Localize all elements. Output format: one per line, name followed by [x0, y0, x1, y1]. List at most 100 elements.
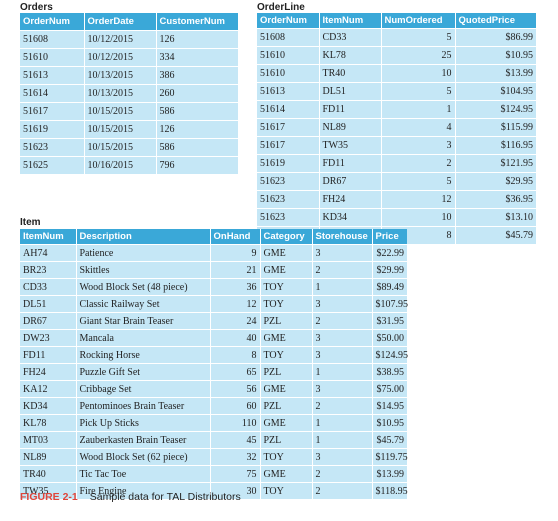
orderline-cell: $121.95 — [455, 154, 536, 173]
item-cell: Wood Block Set (62 piece) — [76, 448, 211, 466]
orders-cell: 10/13/2015 — [84, 84, 157, 103]
orderline-title: OrderLine — [257, 2, 305, 13]
item-cell: $13.99 — [372, 465, 407, 483]
orderline-cell: $29.95 — [455, 172, 536, 191]
table-row: 51619 10/15/2015 126 — [20, 120, 238, 139]
item-column-header: Description — [76, 229, 211, 245]
orders-cell: 51617 — [20, 102, 85, 121]
item-cell: GME — [260, 465, 313, 483]
item-body: AH74 Patience 9 GME 3 $22.99 BR23 Skittles 21 GME… — [20, 244, 408, 499]
table-row: 51623 10/15/2015 586 — [20, 138, 238, 157]
item-cell: TR40 — [20, 465, 77, 483]
table-row: 51614 10/13/2015 260 — [20, 84, 238, 103]
item-cell: $118.95 — [372, 482, 408, 499]
item-cell: 2 — [312, 397, 373, 415]
item-cell: 1 — [312, 363, 373, 381]
orders-body: 51608 10/12/2015 126 51610 10/12/2015 334 5161… — [20, 30, 238, 174]
item-cell: 8 — [210, 346, 261, 364]
orderline-cell: 51610 — [257, 64, 320, 83]
orderline-cell: 12 — [381, 190, 456, 209]
item-cell: 40 — [210, 329, 261, 347]
item-cell: 1 — [312, 414, 373, 432]
table-row: 51613 10/13/2015 386 — [20, 66, 238, 85]
item-title: Item — [20, 217, 41, 228]
item-cell: Rocking Horse — [76, 346, 211, 364]
orderline-cell: TW35 — [319, 136, 382, 155]
figure-number: FIGURE 2-1 — [20, 491, 78, 503]
item-cell: 24 — [210, 312, 261, 330]
table-row: 51613 DL51 5 $104.95 — [257, 82, 536, 101]
orderline-cell: FD11 — [319, 100, 382, 119]
orderline-cell: $45.79 — [455, 226, 536, 244]
orderline-column-header: OrderNum — [257, 13, 320, 29]
orders-cell: 51623 — [20, 138, 85, 157]
item-cell: $50.00 — [372, 329, 407, 347]
item-cell: AH74 — [20, 244, 77, 262]
item-cell: Cribbage Set — [76, 380, 211, 398]
item-cell: $22.99 — [372, 244, 407, 262]
orderline-cell: 51623 — [257, 172, 320, 191]
table-row: 51614 FD11 1 $124.95 — [257, 100, 536, 119]
orderline-cell: 51617 — [257, 136, 320, 155]
orders-cell: 586 — [156, 138, 238, 157]
item-cell: Skittles — [76, 261, 211, 279]
item-cell: 65 — [210, 363, 261, 381]
orderline-cell: FH24 — [319, 190, 382, 209]
item-cell: KD34 — [20, 397, 77, 415]
table-row: 51623 KD34 10 $13.10 — [257, 208, 536, 227]
item-cell: 2 — [312, 312, 373, 330]
table-row: TW35 Fire Engine 30 TOY 2 $118.95 — [20, 482, 408, 499]
orderline-cell: 51623 — [257, 208, 320, 227]
orderline-cell: 51617 — [257, 118, 320, 137]
item-cell: 3 — [312, 295, 373, 313]
item-cell: TOY — [260, 448, 313, 466]
item-cell: NL89 — [20, 448, 77, 466]
orderline-cell: $104.95 — [455, 82, 536, 101]
orders-cell: 260 — [156, 84, 238, 103]
orderline-cell: $13.10 — [455, 208, 536, 227]
item-cell: 2 — [312, 465, 373, 483]
item-cell: $38.95 — [372, 363, 407, 381]
table-row: 51610 TR40 10 $13.99 — [257, 64, 536, 83]
table-row: 51625 10/16/2015 796 — [20, 156, 238, 174]
orders-cell: 10/13/2015 — [84, 66, 157, 85]
item-cell: KA12 — [20, 380, 77, 398]
orderline-cell: 51608 — [257, 28, 320, 47]
item-cell: PZL — [260, 397, 313, 415]
item-cell: 12 — [210, 295, 261, 313]
item-cell: 32 — [210, 448, 261, 466]
item-cell: $31.95 — [372, 312, 407, 330]
orders-cell: 51619 — [20, 120, 85, 139]
orderline-cell: DL51 — [319, 82, 382, 101]
orders-cell: 126 — [156, 120, 238, 139]
item-cell: TOY — [260, 346, 313, 364]
orders-cell: 10/16/2015 — [84, 156, 157, 174]
orders-cell: 51613 — [20, 66, 85, 85]
item-cell: Patience — [76, 244, 211, 262]
orders-cell: 51610 — [20, 48, 85, 67]
orderline-cell: $10.95 — [455, 46, 536, 65]
orders-cell: 10/12/2015 — [84, 30, 157, 49]
table-row: AH74 Patience 9 GME 3 $22.99 — [20, 244, 407, 262]
table-row: 51617 TW35 3 $116.95 — [257, 136, 536, 155]
item-cell: $45.79 — [372, 431, 407, 449]
item-cell: GME — [260, 329, 313, 347]
item-column-header: Storehouse — [312, 229, 373, 245]
orderline-cell: 5 — [381, 82, 456, 101]
item-cell: Pick Up Sticks — [76, 414, 211, 432]
orders-cell: 10/15/2015 — [84, 120, 157, 139]
item-cell: PZL — [260, 312, 313, 330]
item-header-row: ItemNum Description OnHand Category Storehou… — [20, 229, 407, 245]
orders-cell: 51608 — [20, 30, 85, 49]
orders-cell: 126 — [156, 30, 238, 49]
item-cell: DR67 — [20, 312, 77, 330]
item-cell: 30 — [210, 482, 261, 499]
orderline-cell: KD34 — [319, 208, 382, 227]
item-cell: 3 — [312, 329, 373, 347]
orderline-cell: CD33 — [319, 28, 382, 47]
table-row: 51619 FD11 2 $121.95 — [257, 154, 536, 173]
item-cell: BR23 — [20, 261, 77, 279]
orderline-column-header: NumOrdered — [381, 13, 456, 29]
item-cell: GME — [260, 414, 313, 432]
item-cell: Giant Star Brain Teaser — [76, 312, 211, 330]
